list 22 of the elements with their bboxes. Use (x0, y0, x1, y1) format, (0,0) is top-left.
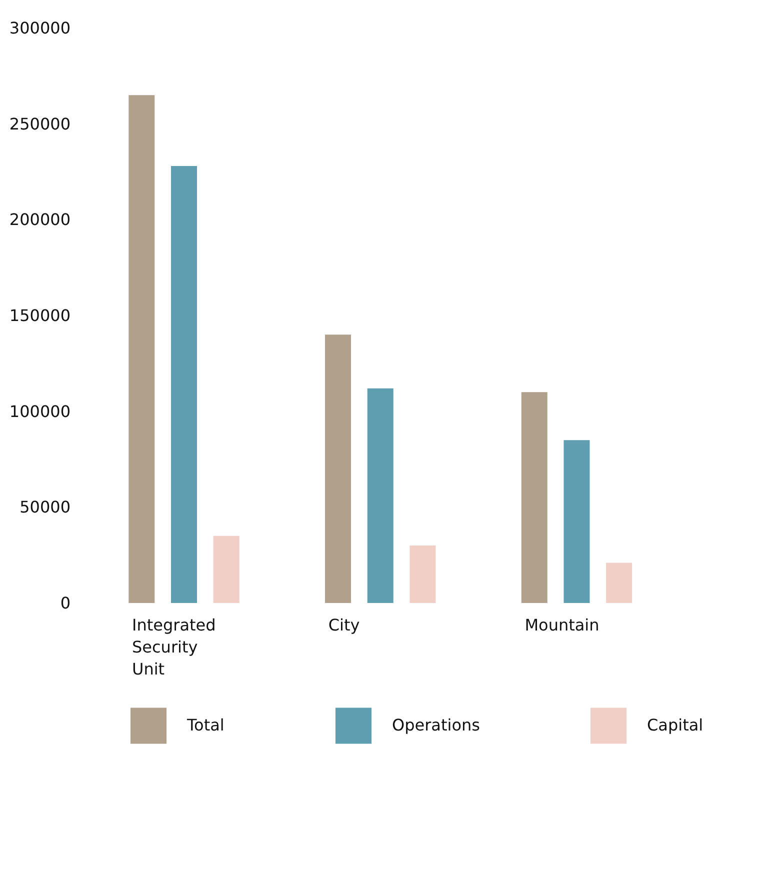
legend-label: Operations (392, 716, 480, 735)
bar (606, 562, 632, 603)
bar (171, 166, 197, 603)
y-tick-label: 0 (60, 594, 70, 612)
legend-label: Capital (647, 716, 704, 735)
bar (213, 536, 240, 603)
bar (410, 546, 436, 603)
bar (564, 440, 590, 603)
legend-label: Total (186, 716, 224, 735)
x-tick-label: City (328, 616, 360, 634)
bar (128, 95, 155, 603)
bar (367, 388, 394, 603)
y-tick-label: 150000 (9, 306, 70, 325)
bar (521, 392, 548, 603)
y-tick-label: 100000 (9, 402, 70, 421)
y-tick-label: 300000 (9, 18, 70, 38)
y-tick-label: 200000 (9, 210, 70, 230)
x-tick-label: Integrated Security Unit (132, 616, 216, 678)
x-tick-label: Mountain (524, 616, 600, 634)
y-tick-label: 250000 (9, 114, 70, 134)
y-tick-label: 50000 (20, 498, 70, 517)
bar (325, 334, 352, 603)
